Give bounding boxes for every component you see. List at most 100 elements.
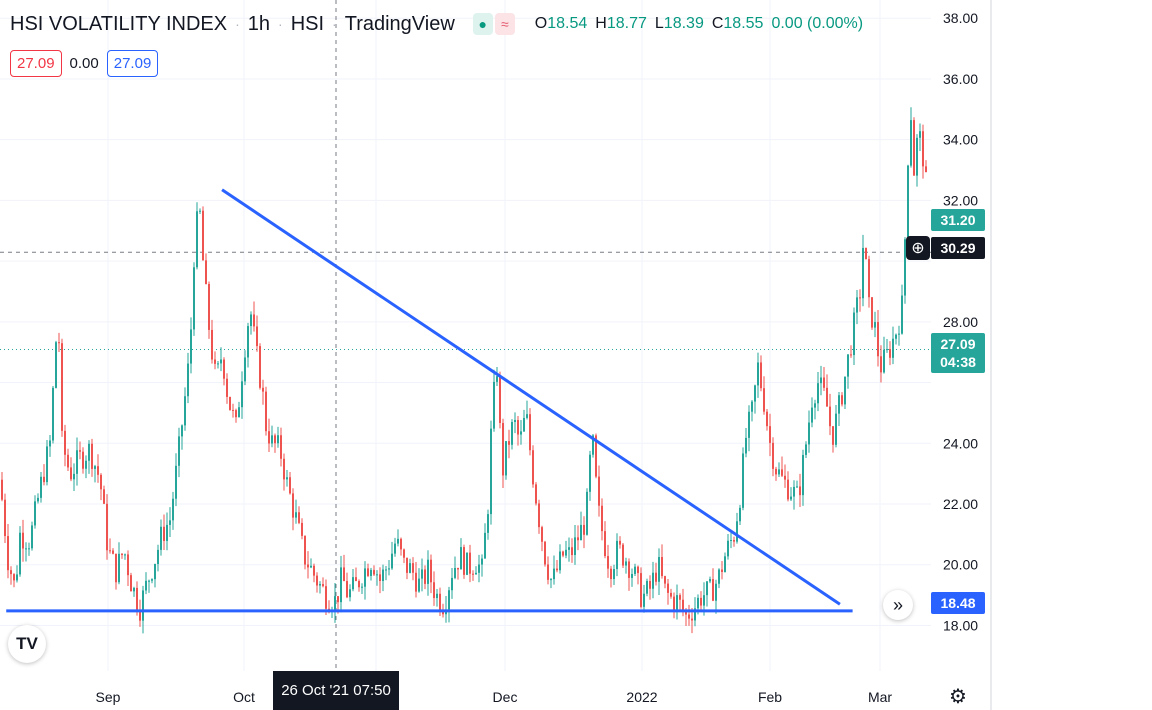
candle-body <box>28 548 30 550</box>
candle-body <box>634 566 636 574</box>
candle-body <box>556 568 558 571</box>
candle-body <box>670 592 672 597</box>
price-tag-crosshair: 30.29 <box>931 237 985 259</box>
candle-body <box>487 514 489 533</box>
candle-body <box>409 563 411 573</box>
candle-body <box>415 572 417 592</box>
candle-body <box>91 443 93 469</box>
candle-body <box>844 376 846 405</box>
price-tick-label: 18.00 <box>943 617 978 633</box>
double-chevron-right-icon[interactable]: » <box>883 590 913 620</box>
candle-body <box>478 564 480 573</box>
candle-body <box>763 388 765 412</box>
candle-body <box>379 574 381 582</box>
price-tag-last: 27.09 04:38 <box>931 333 985 373</box>
candle-body <box>577 537 579 541</box>
trendline-descending[interactable] <box>221 188 841 606</box>
market-open-dot-icon[interactable]: ● <box>472 13 493 35</box>
candle-body <box>76 450 78 474</box>
candle-body <box>655 572 657 582</box>
candle-body <box>346 581 348 598</box>
candle-body <box>205 260 207 284</box>
candle-body <box>631 573 633 578</box>
candle-body <box>229 396 231 410</box>
trend-lines[interactable] <box>6 188 853 613</box>
candle-body <box>694 608 696 621</box>
candle-body <box>469 552 471 574</box>
candle-body <box>115 553 117 583</box>
candle-body <box>895 334 897 339</box>
separator-dot: · <box>332 16 337 32</box>
candle-body <box>7 536 9 571</box>
candle-body <box>793 486 795 497</box>
candle-body <box>919 131 921 138</box>
candle-body <box>226 378 228 397</box>
candle-body <box>106 503 108 551</box>
candle-body <box>754 385 756 402</box>
candle-body <box>268 431 270 444</box>
candle-body <box>283 458 285 480</box>
candle-body <box>520 431 522 435</box>
candle-body <box>772 442 774 469</box>
candle-body <box>70 467 72 480</box>
candle-body <box>796 486 798 488</box>
candle-body <box>892 338 894 358</box>
candle-body <box>676 595 678 610</box>
candle-body <box>187 363 189 397</box>
candle-body <box>547 564 549 580</box>
candle-body <box>181 425 183 437</box>
candle-body <box>394 543 396 554</box>
symbol-name[interactable]: HSI VOLATILITY INDEX <box>10 12 228 35</box>
candle-body <box>274 435 276 444</box>
candle-body <box>355 577 357 582</box>
gear-icon[interactable]: ⚙ <box>949 686 967 708</box>
candle-body <box>460 547 462 570</box>
candle-body <box>760 362 762 389</box>
sell-button[interactable]: 27.09 <box>10 50 62 77</box>
horizontal-guides <box>0 251 931 350</box>
candle-body <box>151 579 153 581</box>
candle-body <box>901 295 903 334</box>
wave-icon[interactable]: ≈ <box>494 13 515 35</box>
candle-body <box>253 314 255 327</box>
candle-body <box>496 376 498 382</box>
time-axis-ticks: Sep Oct Dec 2022 Feb Mar <box>96 689 893 705</box>
buy-button[interactable]: 27.09 <box>106 50 159 77</box>
candle-body <box>790 496 792 500</box>
candle-body <box>457 567 459 570</box>
candle-body <box>757 362 759 386</box>
candle-body <box>349 589 351 598</box>
candle-body <box>535 484 537 504</box>
price-tick-label: 24.00 <box>943 435 978 451</box>
price-tick-label: 22.00 <box>943 496 978 512</box>
candle-body <box>592 435 594 455</box>
candle-body <box>370 569 372 576</box>
candle-body <box>781 469 783 476</box>
candle-body <box>313 565 315 576</box>
candle-body <box>22 532 24 549</box>
candle-body <box>214 359 216 364</box>
candle-body <box>712 579 714 601</box>
candle-body <box>784 475 786 480</box>
time-tick-label: Oct <box>233 689 255 705</box>
candle-body <box>904 239 906 296</box>
tradingview-logo-icon[interactable]: TV <box>8 625 46 663</box>
candle-body <box>466 552 468 575</box>
candle-body <box>199 210 201 212</box>
open-value: 18.54 <box>547 15 588 32</box>
candle-body <box>838 395 840 414</box>
candle-body <box>835 413 837 445</box>
candle-body <box>574 537 576 556</box>
plus-icon[interactable]: ⊕ <box>906 236 930 260</box>
candle-body <box>160 526 162 550</box>
candle-body <box>13 574 15 581</box>
candle-body <box>610 568 612 580</box>
candle-body <box>382 569 384 582</box>
candle-body <box>385 569 387 571</box>
interval-label[interactable]: 1h <box>247 12 271 35</box>
candle-body <box>529 414 531 451</box>
candle-body <box>787 479 789 500</box>
candle-body <box>421 569 423 579</box>
candle-body <box>67 454 69 468</box>
